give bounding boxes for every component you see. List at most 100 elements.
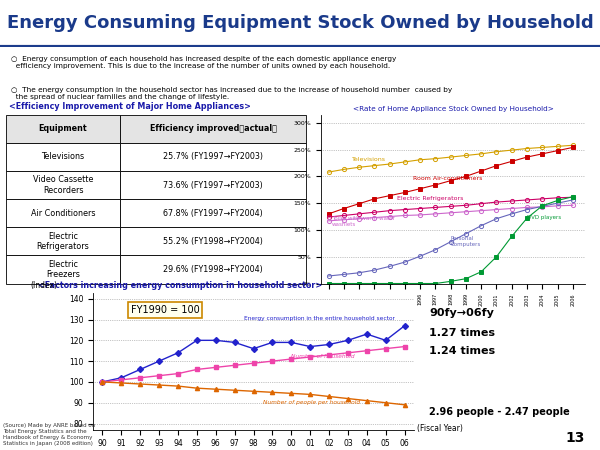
Text: Number of household: Number of household [291,354,355,359]
people [250,389,257,394]
Text: 90fy→06fy: 90fy→06fy [429,308,494,318]
Text: FY1990 = 100: FY1990 = 100 [131,305,200,315]
people [193,386,200,391]
people [307,392,314,397]
Text: Electric
Refrigerators: Electric Refrigerators [37,232,89,251]
people [155,382,163,388]
energy [155,358,163,364]
energy [250,346,257,351]
household [363,348,370,353]
energy [231,340,238,345]
people [287,391,295,396]
Bar [120,199,306,227]
household [212,364,220,370]
Bar [6,255,120,284]
household [307,354,314,360]
household [193,367,200,372]
energy [382,338,389,343]
Text: Energy Consuming Equipment Stock Owned by Household: Energy Consuming Equipment Stock Owned b… [7,14,593,32]
Line: energy: energy [100,324,407,384]
energy [325,342,332,347]
Text: 13: 13 [566,432,585,446]
people [231,387,238,393]
Bar [6,115,120,143]
Text: Electric Refrigerators: Electric Refrigerators [397,197,464,202]
energy [212,338,220,343]
Text: Personal
Computers: Personal Computers [451,236,481,247]
energy [363,331,370,337]
energy [344,338,352,343]
Text: (Fiscal Year): (Fiscal Year) [417,424,463,433]
Text: 2.96 people - 2.47 people: 2.96 people - 2.47 people [429,407,570,417]
Text: Electric
Freezers: Electric Freezers [46,260,80,279]
household [231,363,238,368]
household [99,379,106,385]
energy [99,379,106,385]
Text: 1.27 times: 1.27 times [429,328,495,338]
Text: Televisions: Televisions [352,158,386,162]
Bar [120,143,306,171]
Text: <Efficiency Improvement of Major Home Appliances>: <Efficiency Improvement of Major Home Ap… [9,103,251,112]
Text: 1.24 times: 1.24 times [429,346,495,356]
household [175,371,182,376]
Text: <Factors increasing energy consumption in household sector>: <Factors increasing energy consumption i… [38,281,322,290]
Text: 55.2% (FY1998→FY2004): 55.2% (FY1998→FY2004) [163,237,263,246]
Text: Room Air-conditioners: Room Air-conditioners [413,176,482,181]
Bar [6,143,120,171]
energy [269,340,276,345]
Bar [6,227,120,256]
household [344,350,352,356]
Bar [6,199,120,227]
energy [401,323,408,328]
Text: Efficiency improved（actual）: Efficiency improved（actual） [149,124,277,133]
Text: ○  The energy consumption in the household sector has increased due to the incre: ○ The energy consumption in the househol… [11,87,452,100]
energy [287,340,295,345]
Text: Equipment: Equipment [38,124,88,133]
people [99,379,106,385]
Line: people: people [100,380,407,407]
household [137,375,144,380]
household [250,360,257,366]
energy [118,375,125,380]
Text: 73.6% (FY1997→FY2003): 73.6% (FY1997→FY2003) [163,180,263,189]
Text: Video Cassette
Recorders: Video Cassette Recorders [33,176,93,195]
Bar [6,171,120,199]
Text: (Source) Made by ANRE based on
Total Energy Statistics and the
Handbook of Energ: (Source) Made by ANRE based on Total Ene… [3,423,95,446]
Text: Energy consumption in the entire household sector: Energy consumption in the entire househo… [244,315,395,320]
people [363,398,370,403]
people [269,390,276,395]
Text: 29.6% (FY1998→FY2004): 29.6% (FY1998→FY2004) [163,265,263,274]
household [155,373,163,378]
Text: ○  Energy consumption of each household has increased despite of the each domest: ○ Energy consumption of each household h… [11,55,396,68]
household [401,344,408,349]
people [137,381,144,387]
energy [193,338,200,343]
energy [137,367,144,372]
people [175,383,182,389]
energy [175,350,182,356]
Text: Televisions: Televisions [41,153,85,162]
household [269,358,276,364]
people [325,394,332,399]
household [118,377,125,382]
Text: Air Conditioners: Air Conditioners [31,209,95,218]
household [325,352,332,358]
people [401,402,408,408]
people [382,400,389,405]
Text: DVD players: DVD players [527,215,561,220]
Text: 25.7% (FY1997→FY2003): 25.7% (FY1997→FY2003) [163,153,263,162]
Text: 67.8% (FY1997→FY2004): 67.8% (FY1997→FY2004) [163,209,263,218]
energy [307,344,314,349]
Title: <Rate of Home Appliance Stock Owned by Household>: <Rate of Home Appliance Stock Owned by H… [353,106,553,112]
people [212,387,220,392]
Bar [120,115,306,143]
Bar [120,171,306,199]
Bar [120,255,306,284]
Line: household: household [100,345,407,384]
Text: Number of people per household: Number of people per household [263,400,360,405]
people [344,396,352,401]
household [287,356,295,362]
Bar [120,227,306,256]
Text: Toilet with warm-water
washlets: Toilet with warm-water washlets [332,216,394,227]
people [118,380,125,386]
